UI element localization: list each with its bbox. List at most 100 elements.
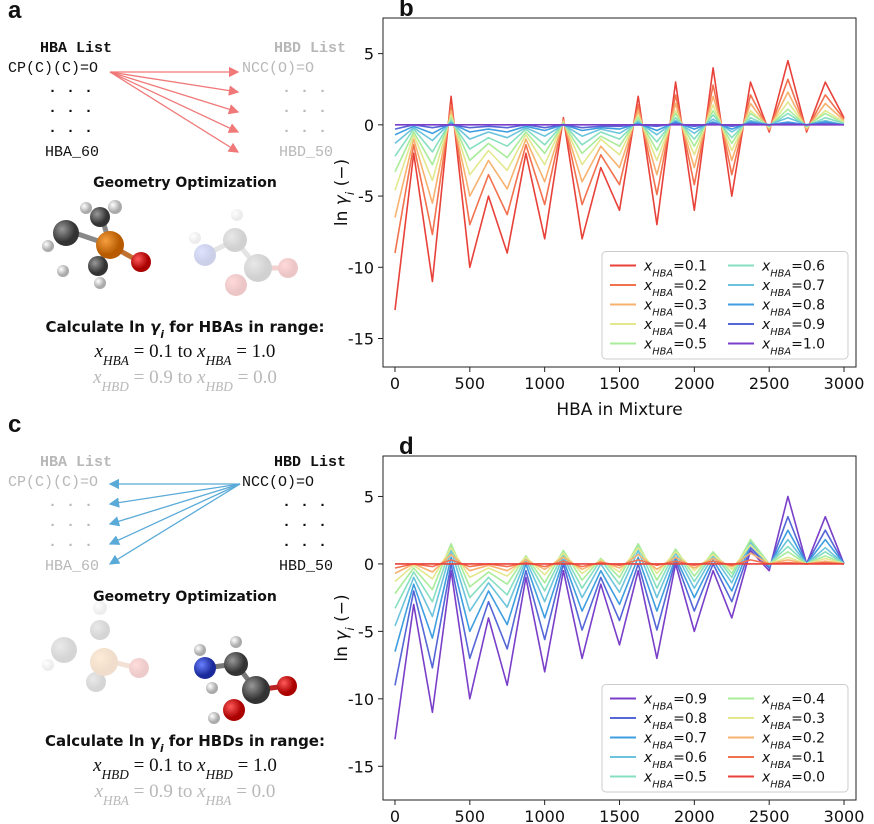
list-title: HBA List — [40, 40, 112, 57]
text-piece: ln — [332, 205, 352, 226]
atom — [231, 209, 243, 221]
arrow — [110, 484, 240, 504]
text-piece: =0.4 — [791, 692, 825, 708]
text-piece: HBA — [770, 721, 791, 732]
calc-text: Calculate ln γi for HBDs in range: — [45, 732, 325, 755]
atom — [90, 620, 110, 640]
text-piece: (−) — [332, 594, 352, 627]
atom — [224, 652, 248, 676]
y-tick-label: -5 — [358, 187, 374, 206]
step-title: Geometry Optimization — [93, 175, 277, 191]
panel-label: a — [8, 0, 22, 24]
list-dots: . . . — [282, 494, 327, 511]
text-piece: ln — [332, 641, 352, 662]
list-first: CP(C)(C)=O — [8, 474, 98, 491]
x-tick-label: 2500 — [749, 807, 790, 824]
y-tick-label: -10 — [348, 258, 374, 277]
atom — [94, 277, 106, 289]
molecule-hba-faded — [42, 601, 149, 692]
y-tick-label: 5 — [364, 487, 374, 506]
atom — [223, 699, 245, 721]
atom — [42, 240, 54, 252]
y-axis-label: ln γi (−) — [332, 159, 357, 226]
text-piece: = 1.0 — [233, 755, 277, 776]
text-piece: HBA — [652, 327, 673, 338]
text-piece: HBA — [652, 268, 673, 279]
text-piece: =0.1 — [791, 750, 825, 766]
text-piece: = 0.1 to — [129, 755, 197, 776]
figure: a HBA List CP(C)(C)=O . . . . . . . . . HBA_60… — [0, 0, 874, 824]
text-piece: =0.9 — [673, 692, 707, 708]
molecule-hbd — [194, 636, 297, 724]
atom — [131, 252, 151, 272]
arrow — [110, 72, 238, 152]
text-piece: = 0.0 — [231, 781, 275, 802]
atom — [90, 207, 110, 227]
calc-text: Calculate ln γi for HBAs in range: — [45, 318, 324, 341]
text-piece: HBA — [652, 760, 673, 771]
list-last: HBA_60 — [45, 558, 99, 575]
y-tick-label: -15 — [348, 757, 374, 776]
list-dots: . . . — [282, 514, 327, 531]
atom — [53, 220, 79, 246]
range-active: xHBD = 0.1 to xHBD = 1.0 — [92, 755, 277, 782]
text-piece: HBA — [205, 793, 233, 808]
x-tick-label: 3000 — [824, 374, 865, 393]
list-dots: . . . — [282, 120, 327, 137]
text-piece: HBA — [652, 721, 673, 732]
list-dots: . . . — [48, 100, 93, 117]
range-active: xHBA = 0.1 to xHBA = 1.0 — [94, 341, 276, 368]
x-tick-label: 1000 — [524, 374, 565, 393]
y-tick-label: 0 — [364, 116, 374, 135]
text-piece: =1.0 — [791, 337, 825, 353]
list-dots: . . . — [48, 514, 93, 531]
atom — [194, 657, 216, 679]
x-tick-label: 500 — [455, 807, 486, 824]
text-piece: =0.8 — [673, 711, 707, 727]
y-tick-label: -10 — [348, 690, 374, 709]
text-piece: =0.9 — [791, 317, 825, 333]
y-tick-label: 5 — [364, 45, 374, 64]
text-piece: = 1.0 — [231, 341, 275, 362]
arrow — [110, 484, 240, 544]
atom — [80, 202, 92, 214]
list-dots: . . . — [282, 100, 327, 117]
text-piece: =0.4 — [673, 317, 707, 333]
text-piece: =0.0 — [791, 770, 825, 786]
text-piece: =0.6 — [673, 750, 707, 766]
arrows-a — [110, 72, 238, 152]
panel-label: b — [399, 0, 414, 22]
list-last: HBA_60 — [45, 144, 99, 161]
text-piece: = 0.9 to — [129, 781, 197, 802]
text-piece: HBA — [205, 353, 233, 368]
step-title: Geometry Optimization — [93, 589, 277, 605]
x-tick-label: 500 — [455, 374, 486, 393]
atom — [88, 256, 108, 276]
text-piece: HBA — [652, 346, 673, 357]
text-piece: HBD — [101, 767, 130, 782]
list-last: HBD_50 — [279, 558, 333, 575]
atom — [206, 682, 218, 694]
y-tick-label: 0 — [364, 555, 374, 574]
text-piece: = 0.1 to — [129, 341, 197, 362]
atom — [189, 232, 201, 244]
text-piece: =0.7 — [791, 278, 825, 294]
atom — [242, 676, 270, 704]
text-piece: HBA — [770, 740, 791, 751]
text-piece: =0.1 — [673, 259, 707, 275]
arrows-c — [110, 484, 240, 564]
range-faded: xHBA = 0.9 to xHBA = 0.0 — [94, 781, 276, 808]
list-dots: . . . — [282, 534, 327, 551]
atom — [57, 265, 69, 277]
range-faded: xHBD = 0.9 to xHBD = 0.0 — [92, 367, 277, 394]
x-tick-label: 1000 — [524, 807, 565, 824]
text-piece: HBA — [770, 779, 791, 790]
text-piece: =0.2 — [673, 278, 707, 294]
list-first: NCC(O)=O — [242, 474, 314, 491]
atom — [208, 712, 220, 724]
atom — [225, 274, 247, 296]
text-piece: =0.6 — [791, 259, 825, 275]
text-piece: =0.3 — [673, 298, 707, 314]
list-title: HBA List — [40, 454, 112, 471]
list-title: HBD List — [274, 40, 346, 57]
